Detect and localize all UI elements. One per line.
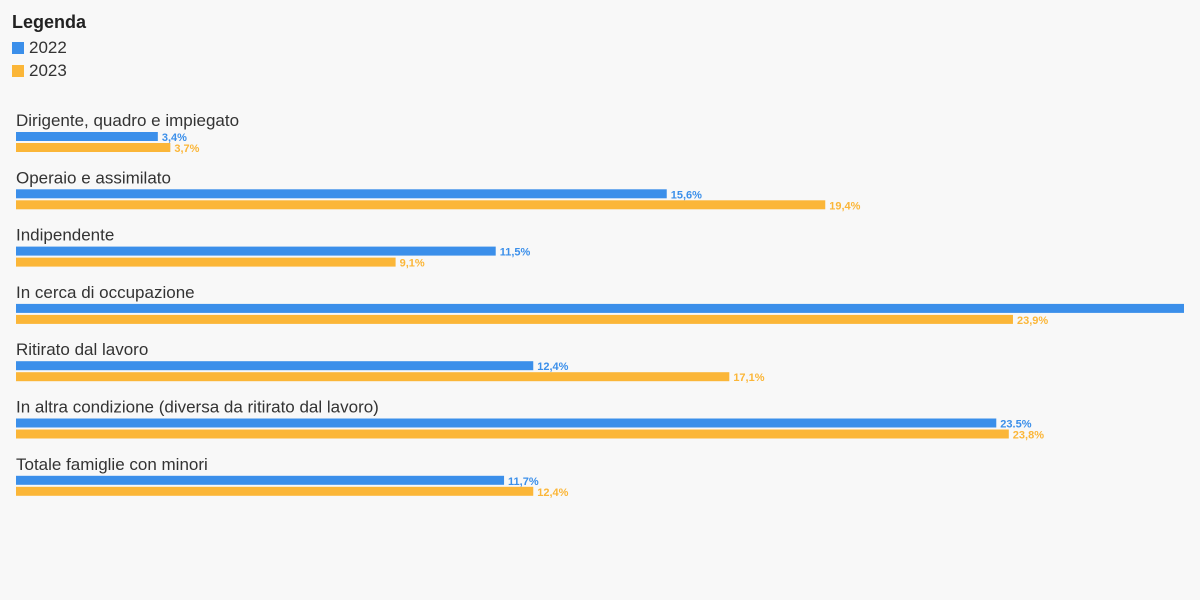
legend-swatch-2022 <box>12 41 24 54</box>
data-label-2023: 12,4% <box>537 487 568 499</box>
data-label-2023: 17,1% <box>733 372 764 384</box>
legend-swatch-2023 <box>12 64 24 77</box>
bar-2023 <box>16 314 1013 324</box>
bar-2023 <box>16 257 396 267</box>
bar-2022 <box>16 189 667 199</box>
bar-2022 <box>16 132 158 141</box>
bar-chart: Dirigente, quadro e impiegato 3,4%3,7% Ope… <box>16 111 1184 499</box>
data-label-2022: 15,6% <box>671 189 702 201</box>
legend-label-2022: 2022 <box>29 37 67 57</box>
bar-2023 <box>16 486 534 496</box>
data-label-2023: 9,1% <box>400 258 425 270</box>
legend: Legenda 2022 2023 <box>12 12 86 82</box>
data-label-2022: 11,7% <box>508 476 539 488</box>
data-label-2023: 3,7% <box>174 143 199 155</box>
data-label-2022: 23.5% <box>1000 419 1031 431</box>
bar-2023 <box>16 143 171 152</box>
bar-2022 <box>16 475 505 485</box>
bar-2022 <box>16 418 997 428</box>
bar-2022 <box>16 361 534 371</box>
data-label-2023: 23,8% <box>1013 430 1044 442</box>
category-label: In altra condizione (diversa da ritirato… <box>16 398 379 417</box>
bar-2022 <box>16 303 1184 313</box>
bar-2023 <box>16 200 826 210</box>
legend-item-2023: 2023 <box>12 59 86 82</box>
category-label: Ritirato dal lavoro <box>16 340 148 359</box>
legend-item-2022: 2022 <box>12 36 86 59</box>
bar-2023 <box>16 372 730 382</box>
category-label: Indipendente <box>16 226 114 245</box>
data-label-2023: 19,4% <box>829 200 860 212</box>
data-label-2023: 23,9% <box>1017 315 1048 327</box>
legend-title: Legenda <box>12 12 87 32</box>
category-label: Dirigente, quadro e impiegato <box>16 111 239 130</box>
data-label-2022: 3,4% <box>162 132 187 144</box>
data-label-2022: 12,4% <box>537 361 568 373</box>
category-label: Operaio e assimilato <box>16 168 171 187</box>
category-label: In cerca di occupazione <box>16 283 195 302</box>
bar-2023 <box>16 429 1009 439</box>
data-label-2022: 11,5% <box>500 247 531 259</box>
category-label: Totale famiglie con minori <box>16 455 208 474</box>
bar-2022 <box>16 246 496 256</box>
legend-label-2023: 2023 <box>29 60 67 80</box>
